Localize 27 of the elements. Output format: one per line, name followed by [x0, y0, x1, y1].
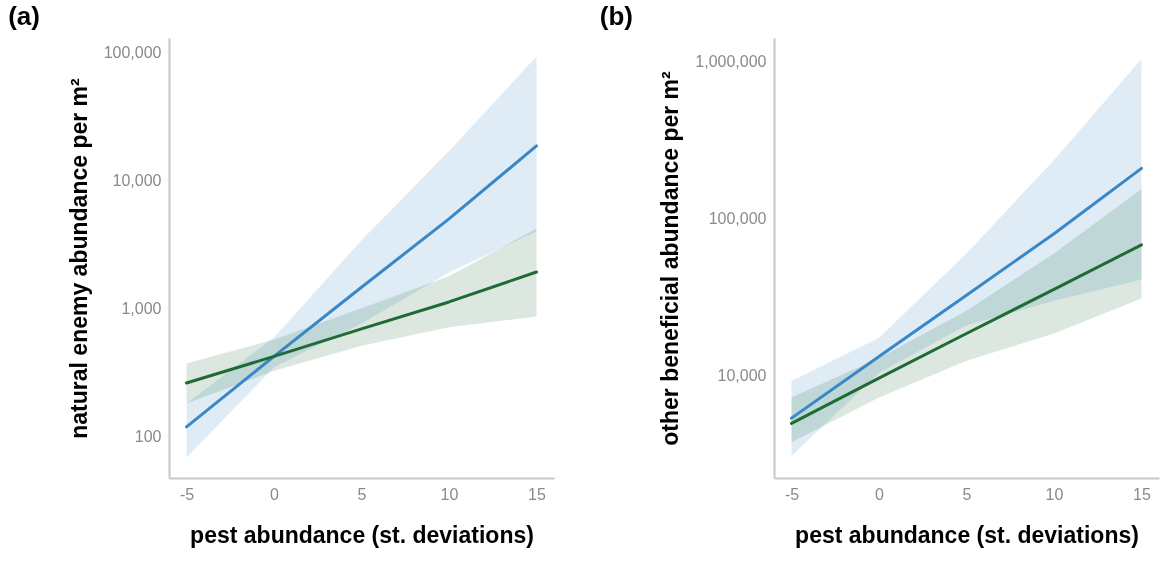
y-axis-title: other beneficial abundance per m²	[657, 70, 684, 446]
line-series	[790, 243, 1143, 425]
line-series	[185, 144, 538, 429]
x-tick-label: 0	[270, 485, 280, 503]
chart-title: (b)	[599, 1, 634, 31]
chart-title: (a)	[8, 1, 40, 31]
y-tick-label: 100,000	[103, 44, 162, 62]
line-series	[185, 270, 538, 385]
y-tick-label: 1,000,000	[695, 52, 767, 70]
x-tick-label: 10	[440, 485, 459, 503]
x-tick-label: 0	[875, 485, 885, 503]
x-tick-label: -5	[784, 485, 800, 503]
x-tick-label: 10	[1045, 485, 1064, 503]
x-tick-label: 15	[1133, 485, 1151, 503]
x-tick-label: 15	[528, 485, 546, 503]
y-tick-label: 10,000	[112, 171, 162, 189]
x-tick-label: 5	[962, 485, 972, 503]
line-series	[790, 166, 1143, 420]
x-axis-title: pest abundance (st. deviations)	[795, 521, 1139, 548]
x-axis-title: pest abundance (st. deviations)	[190, 521, 534, 548]
x-tick-label: -5	[179, 485, 195, 503]
y-tick-label: 100,000	[708, 210, 767, 227]
y-axis-title: natural enemy abundance per m²	[65, 77, 92, 439]
x-tick-label: 5	[357, 485, 367, 503]
y-tick-label: 1,000	[121, 299, 162, 317]
y-tick-label: 10,000	[717, 367, 767, 385]
y-tick-label: 100	[134, 427, 162, 445]
